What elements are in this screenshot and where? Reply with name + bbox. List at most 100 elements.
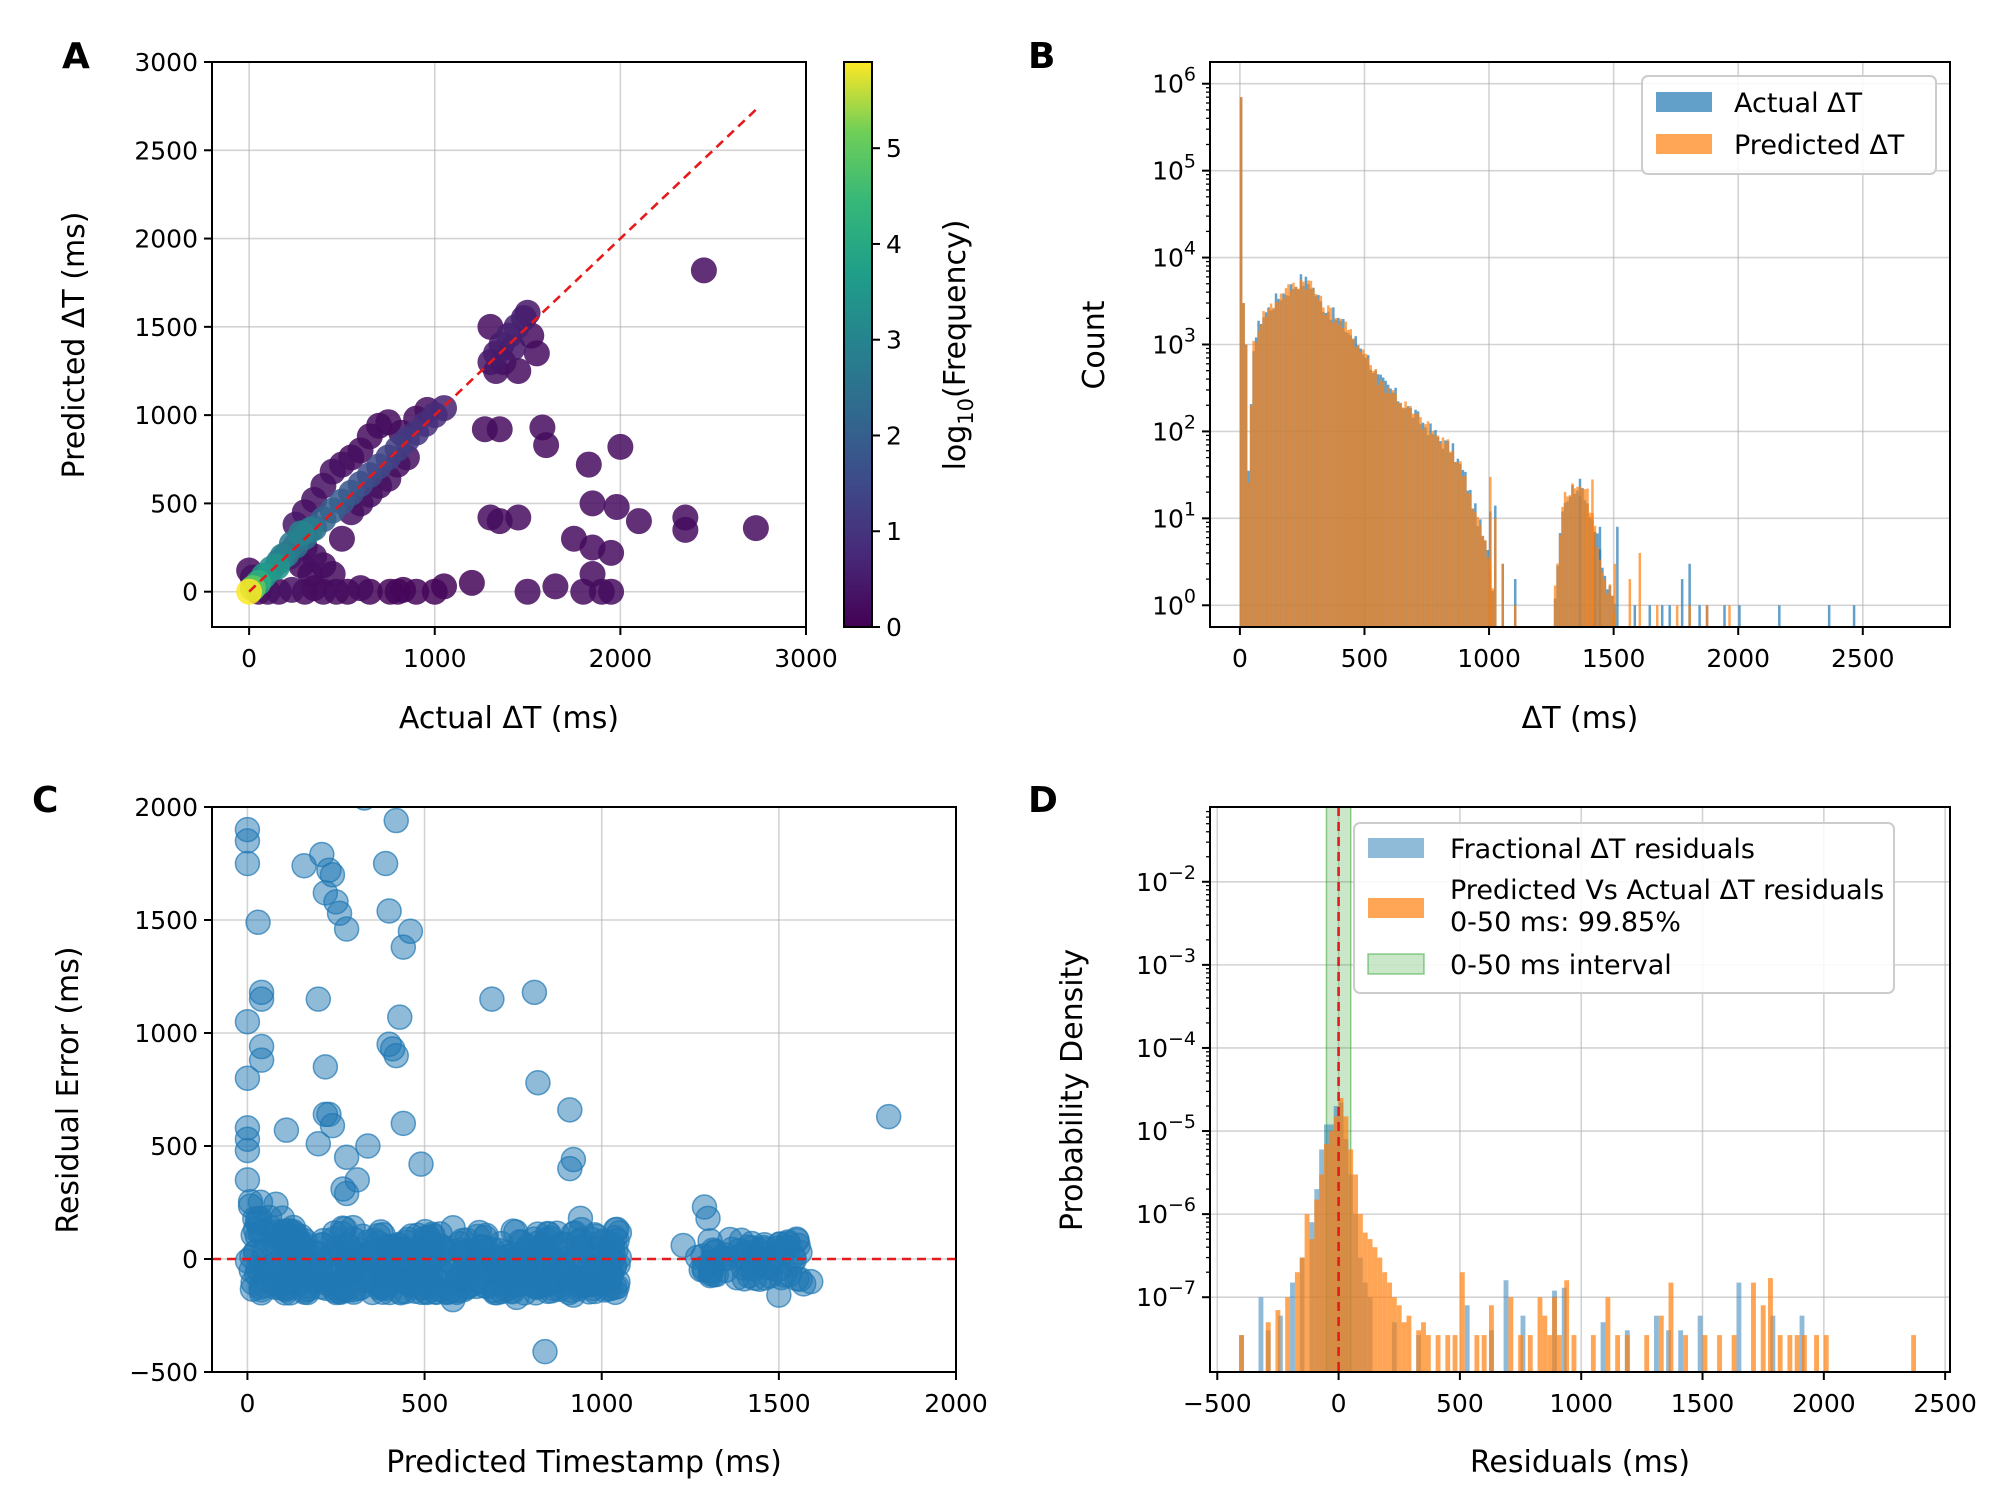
density-bar (1285, 1297, 1291, 1372)
hist-bar (1598, 559, 1602, 627)
hist-bar (1299, 279, 1303, 627)
residual-point (875, 1103, 902, 1130)
hist-bar-tail (1675, 605, 1679, 627)
density-bar (1343, 1116, 1349, 1372)
hist-bar (1426, 421, 1430, 627)
hist-bar (1441, 437, 1445, 627)
hist-bar (1262, 311, 1265, 627)
hist-bar-tail (1688, 563, 1691, 627)
hist-bar (1571, 483, 1574, 627)
density-bar (1314, 1199, 1320, 1372)
panel-b-legend: Actual ΔT Predicted ΔT (1641, 75, 1937, 175)
colorbar-label: log10(Frequency) (938, 220, 978, 471)
hist-bar (1581, 488, 1584, 627)
panel-a-ylabel: Predicted ΔT (ms) (57, 211, 92, 478)
hist-bar (1352, 338, 1355, 627)
density-bar (1520, 1315, 1526, 1372)
hist-bar (1322, 307, 1325, 627)
residual-point (440, 1286, 466, 1313)
hist-bar (1329, 307, 1333, 627)
panel-label-b: B (1028, 36, 1055, 77)
colorbar-tick-label: 5 (886, 134, 902, 163)
hist-bar (1568, 495, 1572, 627)
density-bar (1401, 1322, 1407, 1372)
density-bar (1391, 1297, 1397, 1372)
tick-label-y: 106 (1152, 64, 1196, 99)
density-bar (1605, 1297, 1611, 1372)
scatter-point (328, 525, 355, 552)
density-bar (1717, 1335, 1722, 1372)
hist-bar-tail (1513, 605, 1517, 627)
hist-bar (1239, 97, 1243, 627)
density-bar (1319, 1174, 1325, 1372)
hist-bar (1451, 450, 1455, 627)
tick-label-y: 10−2 (1136, 862, 1196, 897)
density-bar (1348, 1149, 1354, 1372)
density-bar (1304, 1214, 1310, 1372)
residual-point (247, 1189, 274, 1216)
hist-bar (1476, 517, 1480, 627)
tick-label-y: 2000 (134, 793, 198, 822)
hist-bar-tail (1728, 605, 1731, 627)
scatter-point (328, 451, 355, 478)
tick-label-x: 2500 (1913, 1389, 1977, 1418)
tick-label-x: 500 (1341, 644, 1389, 673)
residual-point (312, 1054, 339, 1080)
hist-bar (1563, 491, 1567, 627)
panel-label-a: A (62, 36, 90, 77)
density-bar (1571, 1335, 1577, 1372)
tick-label-x: 1000 (1457, 644, 1521, 673)
hist-bar (1361, 349, 1365, 627)
hist-bar (1374, 368, 1377, 627)
tick-label-y: 100 (1152, 585, 1196, 620)
hist-bar (1464, 475, 1467, 627)
panel-c-ylabel: Residual Error (ms) (51, 946, 86, 1233)
colorbar-tick-label: 2 (886, 421, 902, 450)
hist-bar (1553, 585, 1557, 627)
scatter-point (690, 257, 717, 284)
hist-bar (1257, 331, 1260, 627)
panel-d-histogram: −500 0 500 1000 1500 2000 2500 10−7 10−6 10−5 10−4… (1055, 806, 1977, 1480)
hist-bar (1481, 535, 1485, 627)
tick-label-y: −500 (129, 1358, 198, 1387)
legend-sublabel-percent: 0-50 ms: 99.85% (1450, 907, 1681, 938)
hist-bar (1588, 512, 1592, 627)
hist-bar (1444, 443, 1447, 627)
hist-bar-tail (1705, 605, 1709, 627)
panel-b-bars (1239, 97, 1856, 627)
hist-bar (1449, 451, 1452, 627)
tick-label-x: 1500 (1671, 1389, 1735, 1418)
scatter-point (278, 576, 305, 603)
hist-bar (1302, 281, 1305, 627)
tick-label-x: −500 (1183, 1389, 1252, 1418)
residual-point (503, 1219, 529, 1245)
hist-bar-tail (1655, 605, 1659, 627)
scatter-point (542, 573, 569, 600)
colorbar-tick-label: 0 (886, 613, 902, 642)
tick-label-x: 500 (1436, 1389, 1484, 1418)
hist-bar (1272, 307, 1275, 627)
density-bar (1362, 1232, 1368, 1372)
hist-bar-tail (1628, 579, 1632, 627)
scatter-point (503, 313, 530, 340)
hist-bar (1396, 403, 1400, 627)
tick-label-y: 104 (1152, 238, 1196, 273)
residual-point (408, 1151, 434, 1177)
density-bar (1406, 1315, 1412, 1372)
tick-label-x: 500 (401, 1389, 449, 1418)
density-bar (1678, 1330, 1684, 1372)
residual-point (365, 1222, 392, 1249)
hist-bar (1344, 321, 1348, 627)
hist-bar (1461, 476, 1465, 627)
scatter-point (486, 416, 513, 443)
hist-bar (1294, 286, 1298, 627)
residual-point (262, 1236, 288, 1262)
density-bar (1309, 1239, 1315, 1372)
legend-label-predicted-vs-actual: Predicted Vs Actual ΔT residuals (1450, 875, 1884, 906)
hist-bar (1247, 482, 1250, 627)
panel-d-xlabel: Residuals (ms) (1470, 1445, 1690, 1480)
legend-swatch-actual (1656, 92, 1712, 112)
hist-bar (1603, 579, 1607, 627)
density-bar (1382, 1272, 1388, 1372)
